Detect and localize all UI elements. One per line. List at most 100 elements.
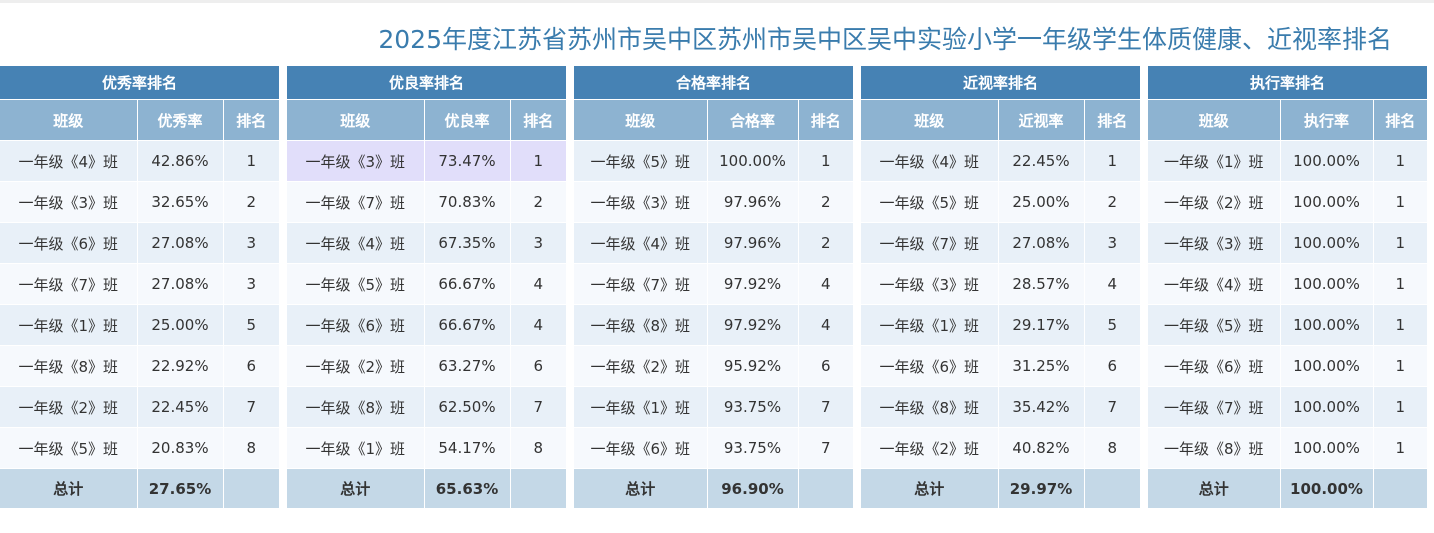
total-empty-cell — [1084, 468, 1141, 509]
value-cell: 73.47% — [424, 140, 511, 182]
value-cell: 97.92% — [707, 304, 799, 346]
table-caption: 近视率排名 — [861, 66, 1141, 100]
value-cell: 95.92% — [707, 345, 799, 387]
ranking-table-excellent: 优秀率排名 班级 优秀率 排名 一年级《4》班 42.86% 1 一年级《3》班 32… — [0, 66, 280, 509]
table-row: 一年级《4》班 67.35% 3 — [287, 222, 567, 264]
class-cell: 一年级《6》班 — [574, 427, 708, 469]
class-cell: 一年级《7》班 — [287, 181, 425, 223]
rank-cell: 6 — [798, 345, 854, 387]
table-row: 一年级《8》班 97.92% 4 — [574, 304, 854, 346]
table-row: 一年级《7》班 27.08% 3 — [861, 222, 1141, 264]
class-cell: 一年级《4》班 — [0, 140, 138, 182]
value-cell: 100.00% — [1280, 222, 1374, 264]
value-cell: 27.08% — [137, 222, 224, 264]
table-caption: 执行率排名 — [1148, 66, 1428, 100]
class-cell: 一年级《3》班 — [1148, 222, 1281, 264]
value-cell: 25.00% — [998, 181, 1085, 223]
class-cell: 一年级《7》班 — [574, 263, 708, 305]
class-cell: 一年级《6》班 — [287, 304, 425, 346]
value-cell: 100.00% — [1280, 140, 1374, 182]
table-row: 一年级《5》班 66.67% 4 — [287, 263, 567, 305]
rank-cell: 1 — [1373, 140, 1428, 182]
value-cell: 97.96% — [707, 222, 799, 264]
class-cell: 一年级《8》班 — [861, 386, 999, 428]
value-cell: 54.17% — [424, 427, 511, 469]
table-row: 一年级《7》班 70.83% 2 — [287, 181, 567, 223]
rank-cell: 1 — [223, 140, 280, 182]
value-cell: 97.92% — [707, 263, 799, 305]
value-cell: 20.83% — [137, 427, 224, 469]
table-row: 一年级《6》班 66.67% 4 — [287, 304, 567, 346]
column-header-rank: 排名 — [1373, 99, 1428, 141]
table-row: 一年级《3》班 100.00% 1 — [1148, 222, 1428, 264]
value-cell: 66.67% — [424, 263, 511, 305]
table-row: 一年级《8》班 22.92% 6 — [0, 345, 280, 387]
total-row: 总计 29.97% — [861, 468, 1141, 509]
rank-cell: 7 — [1084, 386, 1141, 428]
value-cell: 93.75% — [707, 386, 799, 428]
class-cell: 一年级《8》班 — [574, 304, 708, 346]
rank-cell: 1 — [1373, 386, 1428, 428]
column-header-value: 执行率 — [1280, 99, 1374, 141]
total-label: 总计 — [861, 468, 999, 509]
total-empty-cell — [510, 468, 567, 509]
table-row: 一年级《6》班 27.08% 3 — [0, 222, 280, 264]
rank-cell: 2 — [798, 222, 854, 264]
class-cell: 一年级《2》班 — [0, 386, 138, 428]
value-cell: 27.08% — [998, 222, 1085, 264]
total-label: 总计 — [574, 468, 708, 509]
value-cell: 31.25% — [998, 345, 1085, 387]
class-cell: 一年级《1》班 — [287, 427, 425, 469]
class-cell: 一年级《7》班 — [1148, 386, 1281, 428]
ranking-table-pass: 合格率排名 班级 合格率 排名 一年级《5》班 100.00% 1 一年级《3》班 9… — [574, 66, 854, 509]
value-cell: 67.35% — [424, 222, 511, 264]
total-value: 96.90% — [707, 468, 799, 509]
rank-cell: 1 — [1373, 345, 1428, 387]
value-cell: 28.57% — [998, 263, 1085, 305]
total-row: 总计 96.90% — [574, 468, 854, 509]
table-caption: 优良率排名 — [287, 66, 567, 100]
class-cell: 一年级《4》班 — [574, 222, 708, 264]
class-cell: 一年级《5》班 — [1148, 304, 1281, 346]
rank-cell: 2 — [1084, 181, 1141, 223]
table-row: 一年级《2》班 22.45% 7 — [0, 386, 280, 428]
table-row-highlighted: 一年级《3》班 73.47% 1 — [287, 140, 567, 182]
total-row: 总计 100.00% — [1148, 468, 1428, 509]
value-cell: 100.00% — [1280, 304, 1374, 346]
rank-cell: 7 — [223, 386, 280, 428]
value-cell: 35.42% — [998, 386, 1085, 428]
table-row: 一年级《1》班 54.17% 8 — [287, 427, 567, 469]
column-header-class: 班级 — [574, 99, 708, 141]
class-cell: 一年级《2》班 — [574, 345, 708, 387]
rank-cell: 1 — [1373, 427, 1428, 469]
class-cell: 一年级《8》班 — [287, 386, 425, 428]
value-cell: 22.45% — [998, 140, 1085, 182]
column-header-class: 班级 — [1148, 99, 1281, 141]
class-cell: 一年级《2》班 — [287, 345, 425, 387]
total-row: 总计 27.65% — [0, 468, 280, 509]
table-row: 一年级《3》班 28.57% 4 — [861, 263, 1141, 305]
rank-cell: 1 — [798, 140, 854, 182]
class-cell: 一年级《3》班 — [861, 263, 999, 305]
table-row: 一年级《8》班 100.00% 1 — [1148, 427, 1428, 469]
rank-cell: 1 — [1373, 263, 1428, 305]
column-header-rank: 排名 — [798, 99, 854, 141]
rank-cell: 1 — [1373, 181, 1428, 223]
class-cell: 一年级《6》班 — [0, 222, 138, 264]
class-cell: 一年级《5》班 — [574, 140, 708, 182]
column-header-value: 近视率 — [998, 99, 1085, 141]
table-row: 一年级《2》班 95.92% 6 — [574, 345, 854, 387]
value-cell: 63.27% — [424, 345, 511, 387]
total-empty-cell — [223, 468, 280, 509]
table-row: 一年级《1》班 25.00% 5 — [0, 304, 280, 346]
rank-cell: 4 — [798, 304, 854, 346]
value-cell: 40.82% — [998, 427, 1085, 469]
class-cell: 一年级《2》班 — [1148, 181, 1281, 223]
rank-cell: 7 — [510, 386, 567, 428]
rank-cell: 8 — [223, 427, 280, 469]
value-cell: 22.45% — [137, 386, 224, 428]
rank-cell: 7 — [798, 386, 854, 428]
column-header-value: 合格率 — [707, 99, 799, 141]
column-header-rank: 排名 — [223, 99, 280, 141]
value-cell: 100.00% — [1280, 427, 1374, 469]
